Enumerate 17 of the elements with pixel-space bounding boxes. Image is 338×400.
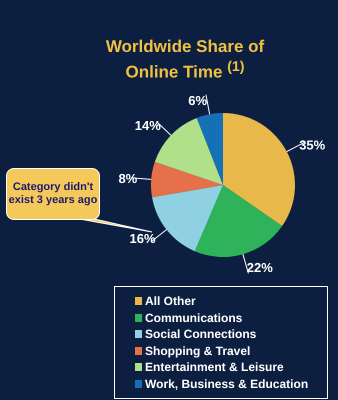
- data-label: 22%: [246, 260, 274, 276]
- pie-slice: [194, 185, 282, 257]
- data-label: 8%: [118, 170, 138, 186]
- legend-label: Social Connections: [145, 327, 256, 342]
- data-label: 6%: [188, 92, 208, 108]
- legend-label: Entertainment & Leisure: [145, 360, 284, 374]
- legend-label: All Other: [145, 294, 196, 308]
- legend-label: Shopping & Travel: [145, 344, 250, 358]
- legend-label: Communications: [145, 310, 242, 325]
- pie-slice: [223, 113, 295, 226]
- legend-label: Work, Business & Education: [145, 376, 308, 391]
- data-label: 35%: [299, 138, 326, 153]
- data-label: 14%: [134, 118, 162, 134]
- data-label: 16%: [129, 230, 156, 246]
- chart-title: Worldwide Share of Online Time $^{(1)}$: [104, 36, 266, 83]
- pie-slice: [151, 162, 223, 198]
- pie-slice: [196, 113, 223, 185]
